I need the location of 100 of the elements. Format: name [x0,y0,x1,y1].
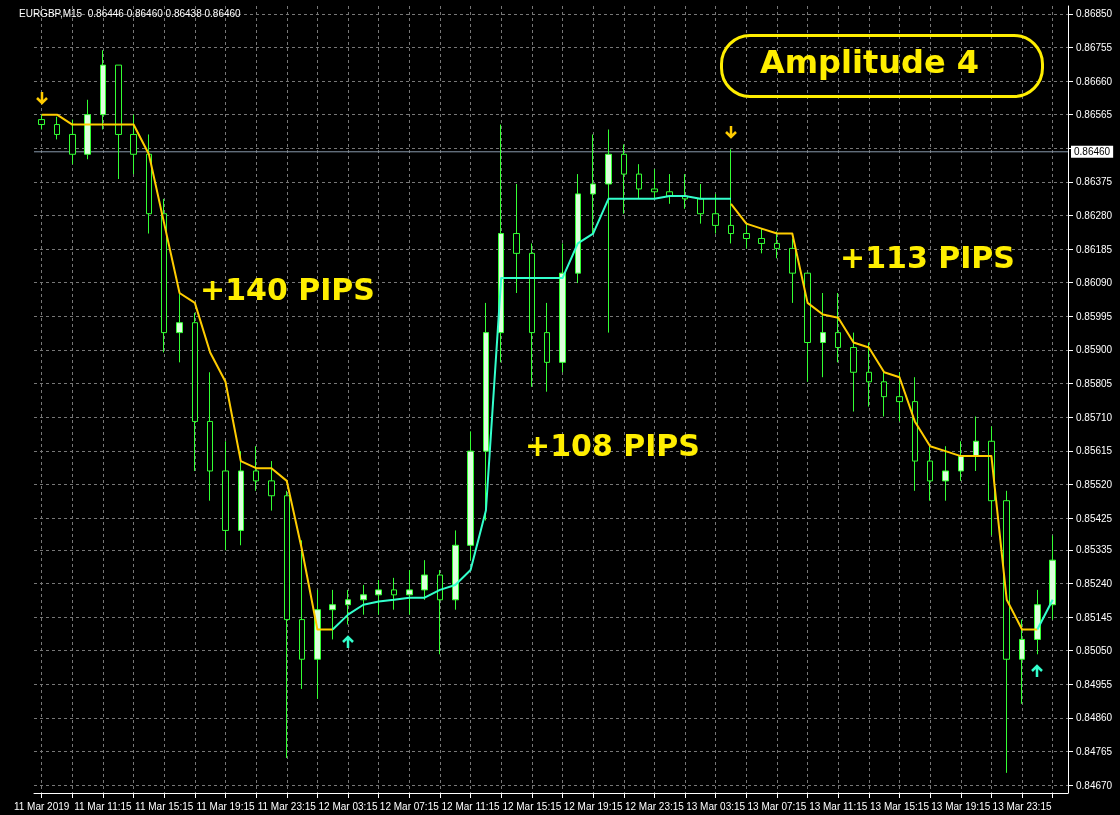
candlestick [84,99,91,160]
y-tick-label: 0.86375 [1076,176,1113,188]
x-tick-label: 13 Mar 15:15 [870,800,930,812]
x-tick-label: 11 Mar 23:15 [257,800,317,812]
candlestick [850,332,857,413]
y-tick-label: 0.85710 [1076,411,1113,423]
y-tick-label: 0.85900 [1076,344,1113,356]
y-tick-label: 0.86280 [1076,209,1113,221]
candlestick [452,529,459,611]
candlestick [621,143,627,215]
x-tick-label: 12 Mar 15:15 [502,800,562,812]
candlestick [973,415,979,472]
x-tick-label: 11 Mar 2019 [13,800,70,812]
candlestick [942,445,949,502]
x-tick-label: 11 Mar 15:15 [135,800,194,812]
candlestick [299,539,305,690]
y-tick-label: 0.86090 [1076,277,1113,289]
candlestick [651,168,658,200]
line-series [729,202,1039,631]
candlestick [38,114,45,130]
candlestick [421,559,428,601]
x-tick-label: 11 Mar 11:15 [74,800,133,812]
candlestick [161,198,167,353]
candlestick [697,183,704,225]
y-tick-label: 0.86755 [1076,41,1113,53]
candlestick [146,133,152,235]
x-tick-label: 12 Mar 19:15 [563,800,624,812]
candlestick [54,116,60,140]
ref-line-label: 0.86460 [1074,146,1111,158]
y-tick-label: 0.85335 [1076,544,1113,556]
x-tick-label: 12 Mar 23:15 [624,800,685,812]
candlestick [513,183,520,294]
candlestick [329,589,336,640]
y-tick-label: 0.85520 [1076,478,1113,490]
candlestick [192,312,198,472]
candlestick [927,445,933,502]
y-tick-label: 0.85145 [1076,611,1113,623]
candlestick [712,193,719,235]
x-tick-label: 13 Mar 23:15 [992,800,1052,812]
chart-title: EURGBP,M15 0.86446 0.86460 0.86438 0.86460 [19,7,242,19]
candlestick [100,49,106,130]
candlestick [391,577,397,611]
y-tick-label: 0.85240 [1076,578,1113,590]
candlestick [912,376,918,492]
candlestick [881,371,887,417]
y-tick-label: 0.84670 [1076,779,1113,791]
candlestick [544,302,550,393]
annotation: Amplitude 4 [760,43,980,81]
candlestick [268,460,275,512]
candlestick [605,129,612,334]
candlestick [529,242,535,388]
y-tick-label: 0.85995 [1076,310,1113,322]
candlestick [575,173,581,284]
candlestick [804,272,811,383]
x-tick-label: 13 Mar 03:15 [686,800,746,812]
x-tick-label: 12 Mar 03:15 [318,800,378,812]
candlestick [958,440,964,482]
candlestick [207,371,213,502]
x-tick-label: 13 Mar 07:15 [747,800,807,812]
y-tick-label: 0.86185 [1076,243,1113,255]
candlestick [820,292,826,378]
candlestick [238,450,244,546]
candlestick [345,589,351,626]
x-tick-label: 12 Mar 11:15 [441,800,501,812]
y-tick-label: 0.85615 [1076,445,1113,457]
candlestick [115,64,122,180]
y-tick-label: 0.84955 [1076,678,1113,690]
candlestick [1049,534,1056,621]
y-tick-label: 0.86850 [1076,8,1113,20]
x-tick-label: 12 Mar 07:15 [379,800,440,812]
candlestick [728,148,734,244]
candlestick [636,163,642,200]
candlestick [314,589,321,700]
candlestick [774,230,780,259]
candlestick [253,445,259,492]
annotation: +113 PIPS [840,240,1015,275]
candlestick [360,584,367,616]
candlestick [483,302,489,522]
y-tick-label: 0.85425 [1076,512,1113,524]
candlestick [866,342,872,408]
candlestick [559,242,566,373]
candlestick [835,292,841,363]
candlestick [896,371,903,422]
y-tick-label: 0.85805 [1076,378,1113,390]
candlestick [176,292,183,363]
y-tick-label: 0.86660 [1076,75,1113,87]
candlestick [743,223,750,249]
annotation: +108 PIPS [525,428,700,463]
y-tick-label: 0.84860 [1076,712,1113,724]
candlestick [1019,619,1025,705]
candlestick [222,440,229,551]
x-tick-label: 11 Mar 19:15 [196,800,256,812]
candlestick [789,237,796,304]
candlestick [1034,589,1041,655]
candlestick [590,133,596,235]
annotation: +140 PIPS [200,272,375,307]
candlestick [130,114,137,175]
candlestick [69,119,76,165]
candlestick [758,228,765,254]
x-tick-label: 13 Mar 19:15 [931,800,991,812]
